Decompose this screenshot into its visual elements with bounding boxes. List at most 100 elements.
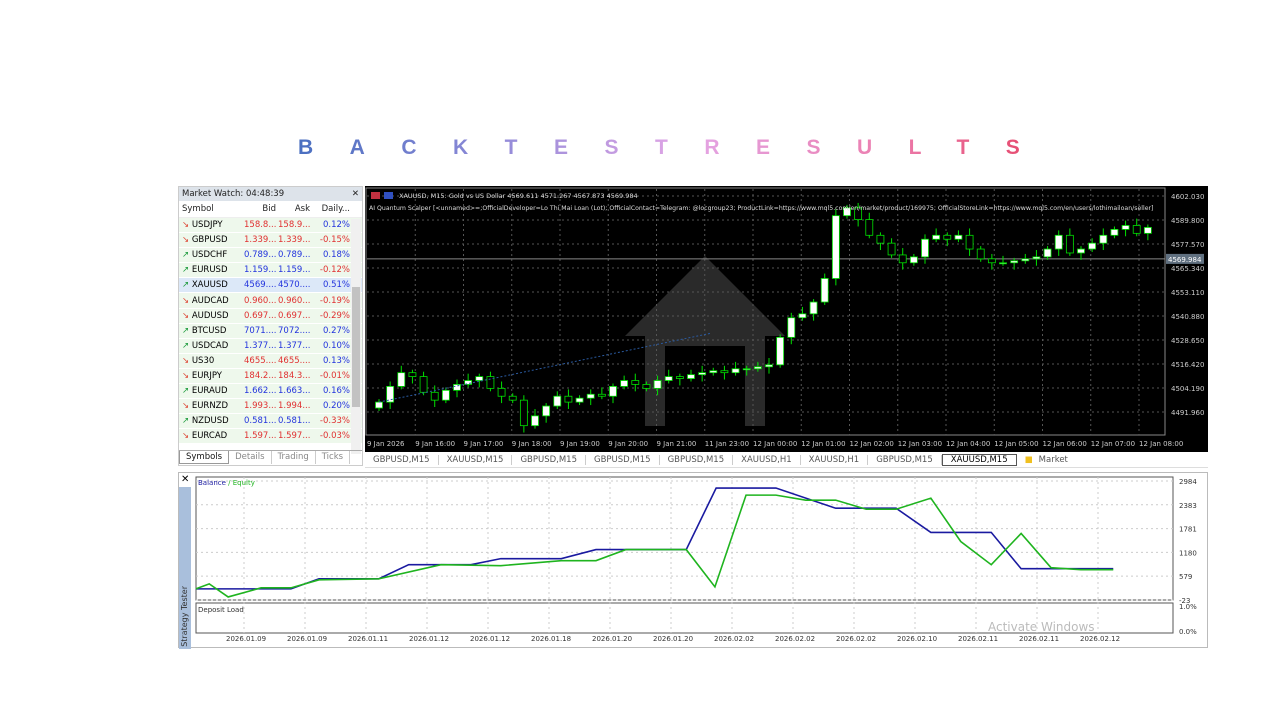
candle [831, 215, 840, 279]
time-tick: 12 Jan 08:00 [1139, 440, 1183, 448]
col-ask[interactable]: Ask [294, 204, 310, 214]
bid-cell: 0.960... [244, 295, 277, 306]
market-watch-row[interactable]: ↘ USDJPY 158.8... 158.9... 0.12% [179, 218, 362, 234]
market-watch-row[interactable]: ↗ XAUUSD 4569.... 4570.... 0.51% [179, 278, 362, 294]
scrollbar-thumb[interactable] [352, 287, 360, 407]
chart-tab[interactable]: GBPUSD,M15 [512, 454, 586, 465]
symbol-cell: ↘ USDJPY [179, 220, 244, 230]
market-watch-row[interactable]: ↘ EURCAD 1.597... 1.597... -0.03% [179, 429, 362, 445]
candle [976, 248, 985, 260]
activate-windows-watermark: Activate Windows [988, 620, 1095, 634]
y-tick: 2383 [1179, 502, 1197, 510]
symbol-cell: ↗ USDCAD [179, 341, 244, 351]
legend: Balance / Equity [198, 479, 255, 487]
col-daily[interactable]: Daily... [321, 204, 350, 214]
chart-tab[interactable]: GBPUSD,M15 [365, 454, 439, 465]
symbol-cell: ↗ USDCHF [179, 250, 244, 260]
symbol-cell: ↘ EURNZD [179, 401, 244, 411]
chart-tab[interactable]: ■ Market [1017, 455, 1076, 465]
strategy-tester-label: Strategy Tester [180, 586, 189, 647]
symbol-cell: ↗ XAUUSD [179, 280, 244, 290]
symbol-cell: ↘ GBPUSD [179, 235, 244, 245]
arrow-up-icon: ↗ [182, 416, 190, 427]
x-tick: 2026.02.12 [1080, 635, 1120, 643]
close-icon[interactable]: ✕ [181, 474, 190, 485]
candle [932, 234, 941, 240]
x-tick: 2026.02.02 [775, 635, 815, 643]
ask-cell: 0.789... [278, 250, 311, 261]
market-watch-row[interactable]: ↗ EURAUD 1.662... 1.663... 0.16% [179, 384, 362, 400]
current-price-tag [1166, 253, 1204, 264]
candle [965, 234, 974, 250]
chart-tab[interactable]: XAUUSD,H1 [801, 454, 869, 465]
candle [798, 313, 807, 319]
bid-cell: 4569.... [244, 280, 277, 291]
ask-cell: 0.697... [278, 310, 311, 321]
candle [765, 364, 773, 368]
candle [542, 405, 551, 417]
candle [776, 336, 785, 366]
symbol: NZDUSD [191, 416, 229, 427]
chart-tab[interactable]: GBPUSD,M15 [586, 454, 660, 465]
chart-tab[interactable]: XAUUSD,H1 [733, 454, 801, 465]
symbol-cell: ↘ AUDCAD [179, 296, 244, 306]
y-tick: 1781 [1179, 526, 1197, 534]
candle [631, 380, 640, 385]
deposit-tick: 1.0% [1179, 603, 1197, 611]
price-tick: 4516.420 [1171, 361, 1204, 369]
chart-tab[interactable]: XAUUSD,M15 [439, 454, 513, 465]
symbol-cell: ↗ BTCUSD [179, 326, 244, 336]
x-tick: 2026.01.09 [287, 635, 327, 643]
market-watch-row[interactable]: ↘ EURNZD 1.993... 1.994... 0.20% [179, 399, 362, 415]
ask-cell: 0.960... [278, 295, 311, 306]
arrow-down-icon: ↘ [182, 370, 190, 381]
current-price-label: 4569.984 [1168, 256, 1202, 264]
y-tick: 579 [1179, 573, 1192, 581]
tab-trading[interactable]: Trading [272, 451, 316, 464]
symbol: USDCHF [191, 250, 228, 261]
bid-cell: 1.377... [244, 340, 277, 351]
market-watch-row[interactable]: ↗ BTCUSD 7071.... 7072.... 0.27% [179, 323, 362, 339]
price-tick: 4589.800 [1171, 217, 1204, 225]
tab-ticks[interactable]: Ticks [316, 451, 351, 464]
col-symbol[interactable]: Symbol [182, 204, 214, 214]
market-watch-row[interactable]: ↗ EURUSD 1.159... 1.159... -0.12% [179, 263, 362, 279]
close-icon[interactable]: ✕ [351, 189, 359, 199]
price-chart[interactable]: 4602.030 4589.800 4577.570 4565.340 4553.110… [365, 186, 1208, 452]
market-watch-row[interactable]: ↗ USDCHF 0.789... 0.789... 0.18% [179, 248, 362, 264]
candle [408, 372, 417, 377]
arrow-down-icon: ↘ [182, 295, 190, 306]
market-watch-row[interactable]: ↘ AUDCAD 0.960... 0.960... -0.19% [179, 293, 362, 309]
tab-details[interactable]: Details [229, 451, 272, 464]
candle [564, 395, 573, 403]
candle [497, 387, 506, 397]
market-watch-row[interactable]: ↘ AUDUSD 0.697... 0.697... -0.29% [179, 308, 362, 324]
page-title: BACKTESTRESULTS [298, 136, 1078, 160]
arrow-down-icon: ↘ [182, 220, 190, 231]
daily-cell: 0.16% [322, 386, 350, 397]
scrollbar[interactable] [351, 219, 361, 454]
candle [698, 372, 707, 376]
time-tick: 9 Jan 18:00 [512, 440, 552, 448]
chart-tab[interactable]: XAUUSD,M15 [941, 453, 1017, 466]
market-watch-row[interactable]: ↗ NZDUSD 0.581... 0.581... -0.33% [179, 414, 362, 430]
arrow-up-icon: ↗ [182, 280, 190, 291]
market-watch-row[interactable]: ↘ GBPUSD 1.339... 1.339... -0.15% [179, 233, 362, 249]
time-tick: 9 Jan 19:00 [560, 440, 600, 448]
market-watch-row[interactable]: ↗ USDCAD 1.377... 1.377... 0.10% [179, 338, 362, 354]
ea-icon [384, 192, 393, 199]
tab-symbols[interactable]: Symbols [179, 451, 230, 464]
x-tick: 2026.01.12 [470, 635, 510, 643]
market-watch-row[interactable]: ↘ EURJPY 184.2... 184.3... -0.01% [179, 368, 362, 385]
ask-cell: 7072.... [278, 325, 311, 336]
candlestick-chart[interactable]: 4602.030 4589.800 4577.570 4565.340 4553.110… [365, 186, 1208, 452]
market-watch-row[interactable]: ↘ US30 4655.... 4655.... 0.13% [179, 353, 362, 369]
col-bid[interactable]: Bid [262, 204, 276, 214]
chart-tabs: GBPUSD,M15 XAUUSD,M15 GBPUSD,M15 GBPUSD,M15… [365, 452, 1208, 468]
chart-tab[interactable]: GBPUSD,M15 [660, 454, 734, 465]
symbol: AUDUSD [191, 310, 229, 321]
chart-tab[interactable]: GBPUSD,M15 [868, 454, 942, 465]
bid-cell: 1.993... [244, 401, 277, 412]
y-tick: 2984 [1179, 478, 1197, 486]
x-tick: 2026.02.11 [958, 635, 998, 643]
